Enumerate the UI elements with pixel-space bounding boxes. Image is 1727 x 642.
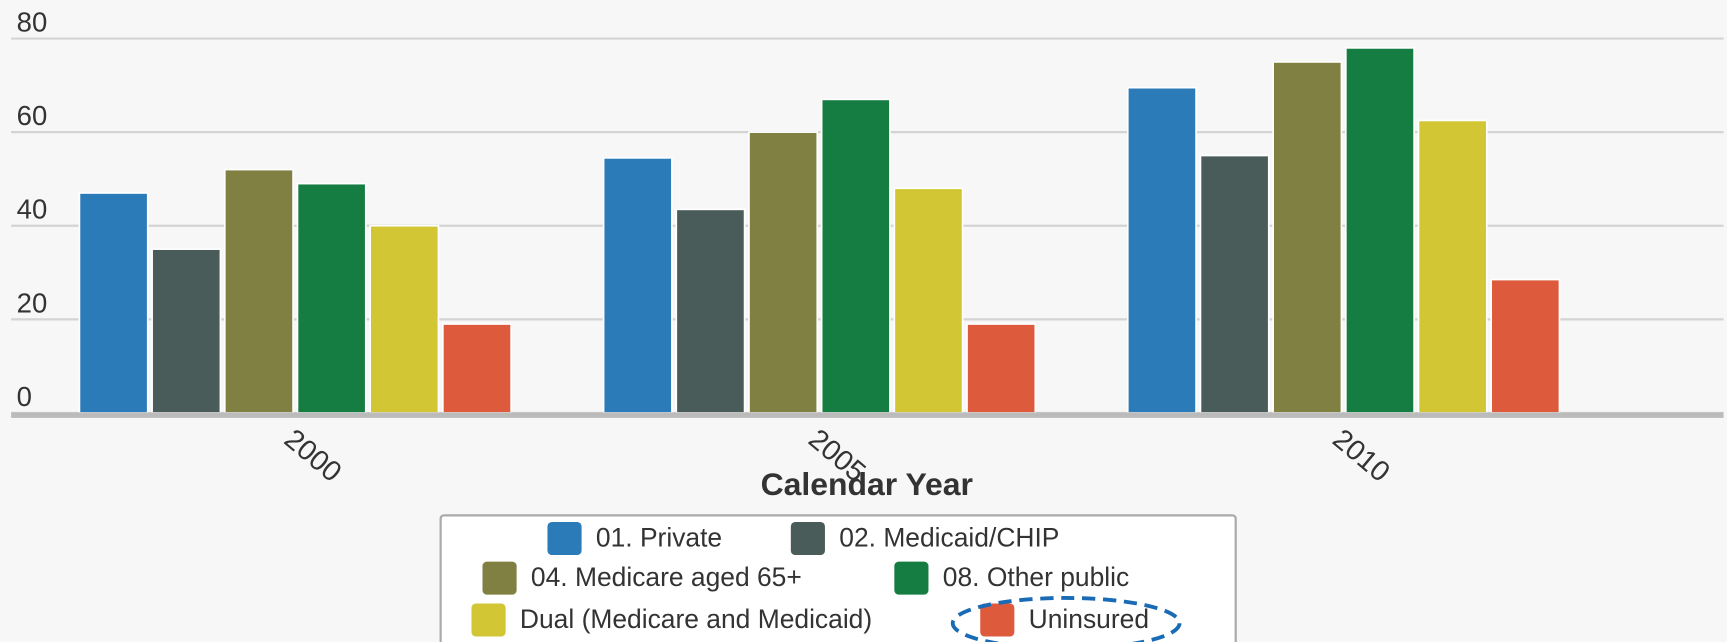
legend-swatch bbox=[894, 561, 929, 595]
legend-box bbox=[439, 514, 1237, 642]
legend-swatch bbox=[790, 521, 825, 556]
bar bbox=[78, 192, 149, 414]
bar bbox=[1272, 61, 1343, 414]
y-tick-label: 0 bbox=[17, 381, 32, 412]
bar bbox=[442, 323, 512, 414]
bar bbox=[893, 187, 964, 414]
legend-label: 01. Private bbox=[596, 523, 722, 553]
legend-swatch bbox=[471, 603, 506, 637]
y-tick-label: 60 bbox=[17, 100, 48, 131]
bar bbox=[223, 168, 294, 414]
bar bbox=[1199, 154, 1270, 414]
bar bbox=[966, 323, 1037, 414]
legend-label: 02. Medicaid/CHIP bbox=[839, 523, 1059, 553]
legend-label: Dual (Medicare and Medicaid) bbox=[520, 604, 872, 634]
bar bbox=[1490, 278, 1561, 414]
bar bbox=[1417, 119, 1488, 414]
y-tick-label: 80 bbox=[17, 6, 48, 37]
bar bbox=[675, 208, 746, 414]
legend-swatch bbox=[482, 561, 517, 595]
legend-swatch bbox=[547, 521, 582, 556]
x-axis-title: Calendar Year bbox=[761, 466, 973, 502]
legend-label: Uninsured bbox=[1029, 604, 1149, 634]
bar bbox=[820, 98, 891, 414]
bar bbox=[602, 157, 673, 414]
y-tick-label: 40 bbox=[17, 194, 48, 225]
bar bbox=[748, 131, 819, 414]
bar bbox=[1126, 86, 1197, 414]
legend-swatch bbox=[980, 603, 1015, 637]
bar bbox=[296, 182, 367, 414]
bar bbox=[151, 248, 222, 414]
legend-label: 08. Other public bbox=[943, 562, 1129, 592]
legend-label: 04. Medicare aged 65+ bbox=[531, 562, 802, 592]
highlight-annotation bbox=[950, 596, 1182, 642]
bar bbox=[1345, 47, 1415, 414]
y-tick-label: 20 bbox=[17, 287, 48, 318]
bar bbox=[369, 224, 440, 414]
